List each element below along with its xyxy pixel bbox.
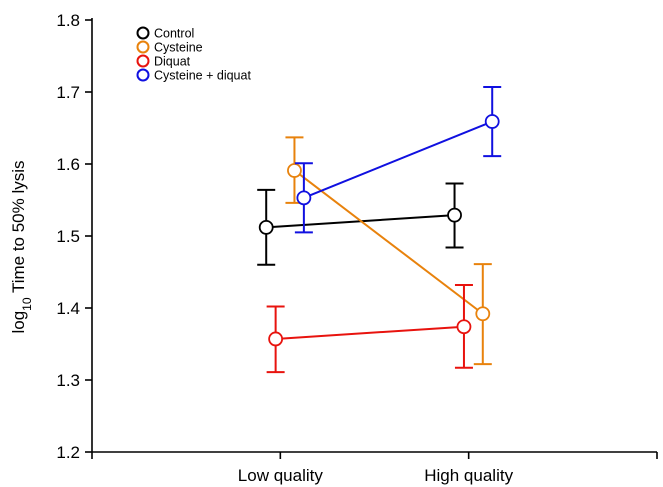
x-category-label: Low quality — [238, 466, 324, 485]
y-tick-label: 1.4 — [56, 299, 80, 318]
series-layer — [257, 85, 502, 374]
y-tick-label: 1.6 — [56, 155, 80, 174]
data-point — [287, 163, 302, 178]
legend-marker — [136, 54, 150, 68]
legend-label: Cysteine — [154, 41, 203, 55]
x-ticks: Low quality High quality — [91, 452, 658, 485]
series-diquat — [266, 283, 473, 374]
y-ticks: 1.2 1.3 1.4 1.5 1.6 1.7 1.8 — [56, 11, 92, 462]
legend-label: Diquat — [154, 55, 191, 69]
y-tick-label: 1.5 — [56, 227, 80, 246]
legend-marker — [136, 40, 150, 54]
axes — [91, 18, 657, 453]
series-control — [257, 182, 464, 266]
data-point — [258, 219, 274, 235]
data-point — [268, 331, 284, 347]
data-point — [475, 306, 491, 322]
series-cysteine — [285, 136, 492, 366]
legend-item: Control — [136, 26, 194, 41]
data-point — [296, 190, 312, 206]
y-axis-label: log10 Time to 50% lysis — [9, 160, 34, 333]
series-line — [303, 120, 493, 199]
legend-marker — [136, 68, 150, 82]
legend-label: Cysteine + diquat — [154, 69, 251, 83]
x-category-label: High quality — [424, 466, 513, 485]
data-point — [484, 114, 500, 129]
y-tick-label: 1.7 — [56, 83, 80, 102]
series-line — [275, 325, 465, 340]
y-tick-label: 1.2 — [56, 443, 80, 462]
legend-label: Control — [154, 27, 194, 41]
legend-item: Cysteine — [136, 40, 203, 55]
data-point — [456, 319, 472, 335]
legend-marker — [136, 26, 150, 40]
legend-item: Cysteine + diquat — [136, 68, 251, 83]
legend-item: Diquat — [136, 54, 191, 69]
y-tick-label: 1.8 — [56, 11, 80, 30]
series-cysteine-diquat — [294, 85, 502, 234]
y-tick-label: 1.3 — [56, 371, 80, 390]
series-line — [293, 169, 484, 315]
data-point — [447, 207, 462, 223]
